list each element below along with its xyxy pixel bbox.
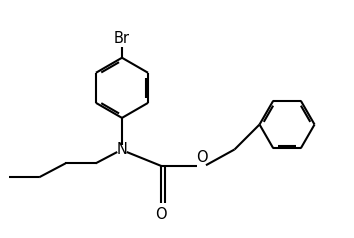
- Text: O: O: [155, 207, 167, 222]
- Text: Br: Br: [114, 31, 130, 46]
- Text: N: N: [116, 142, 127, 157]
- Text: O: O: [196, 150, 207, 165]
